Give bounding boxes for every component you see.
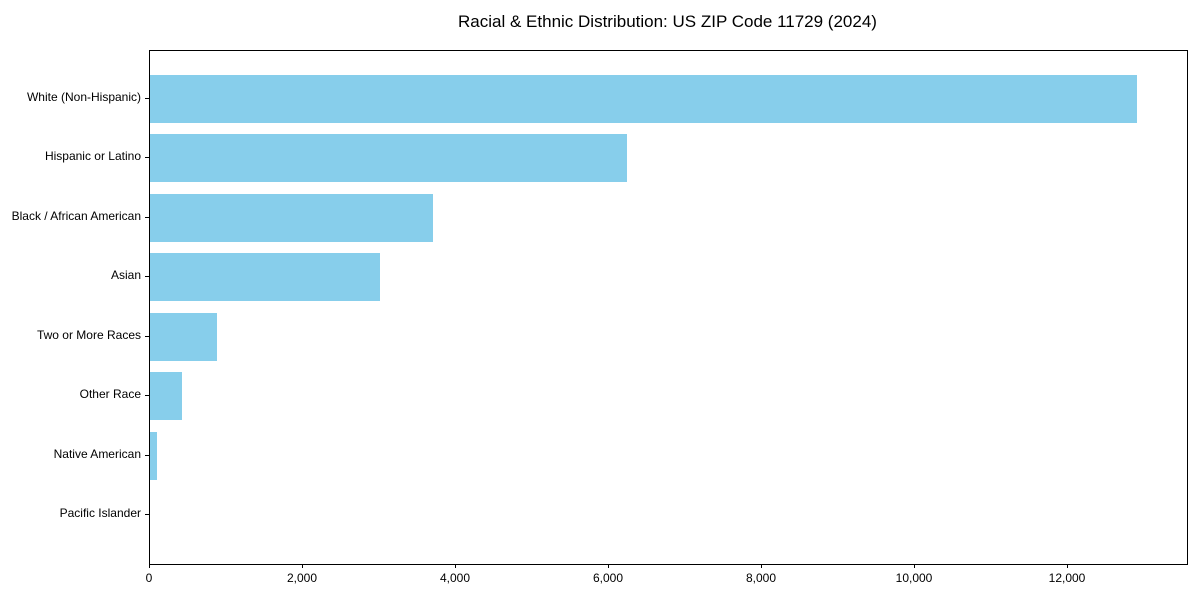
x-tick-mark <box>149 564 150 568</box>
x-tick-mark <box>761 564 762 568</box>
x-tick-label: 8,000 <box>745 571 777 585</box>
y-tick-mark <box>145 157 149 158</box>
category-label: Pacific Islander <box>59 506 141 520</box>
bar-hispanic-or-latino <box>150 134 627 182</box>
category-label: Black / African American <box>11 208 141 223</box>
y-tick-mark <box>145 217 149 218</box>
x-tick-label: 12,000 <box>1048 571 1086 585</box>
y-tick-mark <box>145 395 149 396</box>
x-tick-label: 0 <box>145 571 153 585</box>
bar-two-or-more-races <box>150 312 217 361</box>
bar-other-race <box>150 372 182 420</box>
x-tick-mark <box>1067 564 1068 568</box>
category-label: Two or More Races <box>36 327 141 342</box>
y-tick-mark <box>145 276 149 277</box>
category-label: Other Race <box>79 387 141 401</box>
plot-area <box>149 50 1188 565</box>
x-tick-mark <box>455 564 456 568</box>
bar-native-american <box>150 431 157 480</box>
x-tick-label: 10,000 <box>895 571 933 585</box>
y-tick-mark <box>145 514 149 515</box>
bar-white-non-hispanic <box>150 74 1137 123</box>
x-tick-mark <box>302 564 303 568</box>
bar-asian <box>150 253 380 301</box>
category-label: Hispanic or Latino <box>44 149 141 163</box>
y-tick-mark <box>145 336 149 337</box>
chart-title: Racial & Ethnic Distribution: US ZIP Cod… <box>458 12 877 31</box>
x-tick-mark <box>914 564 915 568</box>
x-tick-label: 6,000 <box>592 571 624 585</box>
y-tick-mark <box>145 98 149 99</box>
bar-black-african-american <box>150 193 433 242</box>
category-label: Asian <box>110 268 141 282</box>
category-label: Native American <box>53 446 141 461</box>
x-tick-label: 4,000 <box>439 571 471 585</box>
x-tick-mark <box>608 564 609 568</box>
category-label: White (Non-Hispanic) <box>26 89 141 104</box>
y-tick-mark <box>145 455 149 456</box>
x-tick-label: 2,000 <box>286 571 318 585</box>
